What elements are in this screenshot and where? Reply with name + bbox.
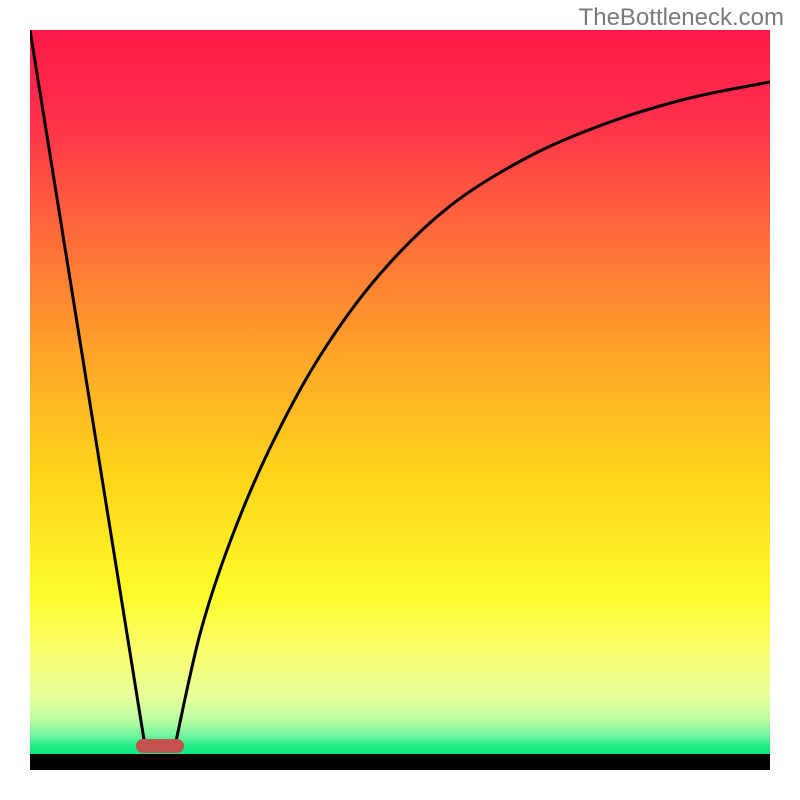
curves-layer [30, 30, 770, 754]
left-descending-line [30, 30, 145, 746]
chart-frame [30, 30, 770, 770]
right-rising-curve [175, 82, 770, 746]
plot-area [30, 30, 770, 754]
chart-container: TheBottleneck.com [0, 0, 800, 800]
bottleneck-marker [136, 739, 184, 753]
watermark-text: TheBottleneck.com [579, 4, 784, 32]
